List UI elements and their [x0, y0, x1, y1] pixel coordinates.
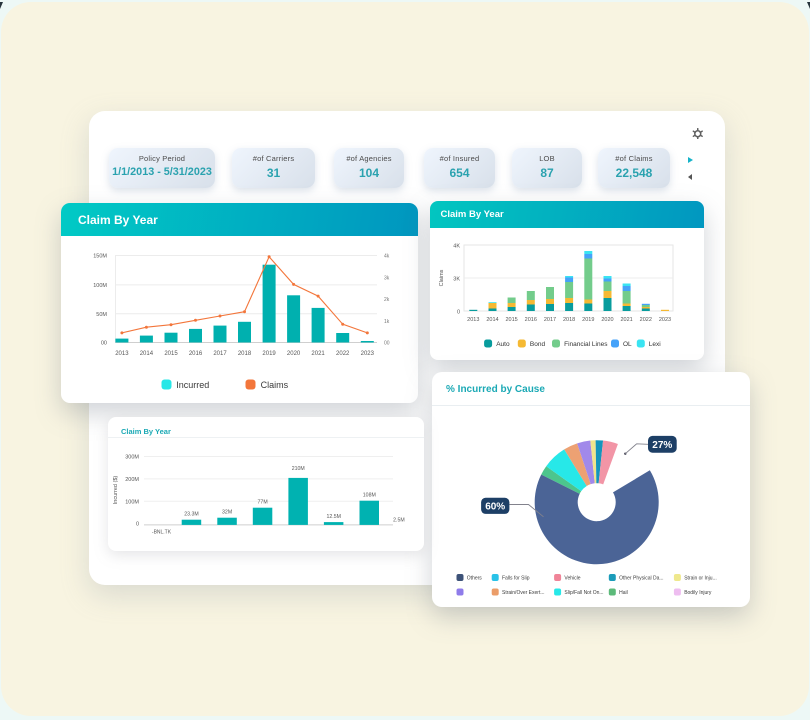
- svg-text:2013: 2013: [115, 351, 129, 357]
- svg-text:Claims: Claims: [439, 269, 445, 286]
- svg-text:2k: 2k: [384, 297, 390, 303]
- svg-text:150M: 150M: [93, 254, 107, 260]
- svg-text:60%: 60%: [485, 502, 505, 513]
- svg-text:Financial Lines: Financial Lines: [564, 341, 608, 348]
- svg-text:4k: 4k: [384, 254, 390, 260]
- svg-text:Strain or Inju...: Strain or Inju...: [684, 576, 717, 582]
- svg-text:Others: Others: [467, 576, 483, 582]
- svg-text:Incurred: Incurred: [176, 380, 209, 390]
- svg-text:23.3M: 23.3M: [184, 512, 198, 518]
- svg-text:Slip/Fall Not On...: Slip/Fall Not On...: [564, 590, 603, 596]
- svg-text:12.5M: 12.5M: [326, 514, 340, 520]
- svg-text:2023: 2023: [659, 317, 671, 323]
- svg-text:2017: 2017: [213, 351, 227, 357]
- svg-text:210M: 210M: [291, 466, 304, 472]
- svg-text:0: 0: [135, 522, 138, 528]
- svg-text:300M: 300M: [125, 455, 139, 461]
- svg-text:32M: 32M: [222, 510, 232, 516]
- svg-text:2014: 2014: [486, 317, 498, 323]
- svg-text:OL: OL: [623, 341, 632, 348]
- svg-text:2022: 2022: [640, 317, 652, 323]
- svg-text:3K: 3K: [453, 277, 460, 283]
- svg-text:Lexi: Lexi: [649, 341, 661, 348]
- svg-text:00: 00: [384, 341, 390, 347]
- svg-text:Bond: Bond: [530, 341, 546, 348]
- svg-text:Incurred ($): Incurred ($): [113, 476, 119, 505]
- svg-text:200M: 200M: [125, 477, 139, 483]
- svg-text:Hail: Hail: [619, 590, 628, 596]
- svg-text:2014: 2014: [140, 351, 154, 357]
- svg-text:4K: 4K: [453, 244, 460, 250]
- svg-text:2020: 2020: [601, 317, 613, 323]
- svg-text:2018: 2018: [563, 317, 575, 323]
- svg-text:2019: 2019: [262, 351, 276, 357]
- svg-text:1k: 1k: [384, 319, 390, 325]
- svg-text:2023: 2023: [361, 351, 375, 357]
- svg-text:Claims: Claims: [261, 380, 289, 390]
- svg-text:2020: 2020: [287, 351, 301, 357]
- svg-text:Vehicle: Vehicle: [564, 576, 580, 582]
- svg-text:2017: 2017: [544, 317, 556, 323]
- svg-text:2.5M: 2.5M: [393, 518, 405, 524]
- svg-text:2021: 2021: [311, 351, 325, 357]
- svg-text:27%: 27%: [652, 440, 672, 451]
- svg-text:50M: 50M: [96, 312, 107, 318]
- svg-text:100M: 100M: [125, 499, 139, 505]
- svg-text:2022: 2022: [336, 351, 350, 357]
- svg-text:2016: 2016: [189, 351, 203, 357]
- svg-text:Bodily Injury: Bodily Injury: [684, 590, 712, 596]
- svg-text:-BNL.TK: -BNL.TK: [151, 530, 171, 536]
- svg-text:Auto: Auto: [496, 341, 510, 348]
- svg-text:Falls for Slip: Falls for Slip: [502, 576, 530, 582]
- svg-text:Other Physical Da...: Other Physical Da...: [619, 576, 663, 582]
- svg-text:00: 00: [101, 341, 107, 347]
- svg-text:2015: 2015: [505, 317, 517, 323]
- svg-text:2016: 2016: [525, 317, 537, 323]
- svg-text:100M: 100M: [93, 283, 107, 289]
- svg-text:2013: 2013: [467, 317, 479, 323]
- svg-text:2021: 2021: [620, 317, 632, 323]
- svg-text:0: 0: [457, 310, 460, 316]
- svg-text:Strain/Over Exert...: Strain/Over Exert...: [502, 590, 545, 596]
- svg-text:3k: 3k: [384, 275, 390, 281]
- svg-text:2019: 2019: [582, 317, 594, 323]
- svg-text:108M: 108M: [362, 493, 375, 499]
- svg-text:2018: 2018: [238, 351, 252, 357]
- svg-text:77M: 77M: [257, 500, 267, 506]
- svg-text:2015: 2015: [164, 351, 178, 357]
